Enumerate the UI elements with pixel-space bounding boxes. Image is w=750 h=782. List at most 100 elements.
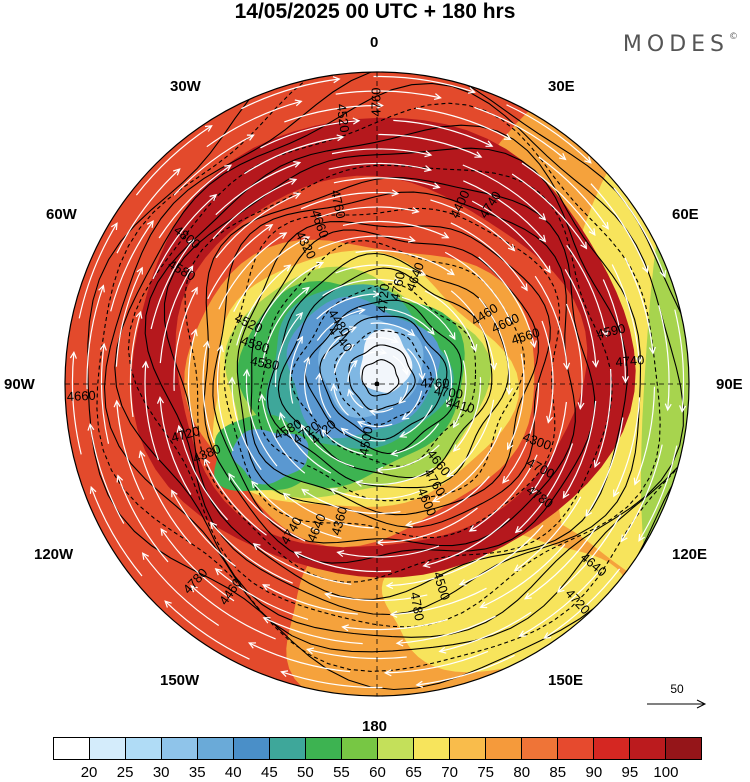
streamline-arrowhead: [246, 134, 255, 141]
streamline: [342, 220, 449, 239]
streamline: [565, 303, 583, 409]
streamline-arrowhead: [352, 117, 361, 125]
streamline-arrowhead: [422, 561, 431, 568]
streamline-arrowhead: [354, 479, 363, 487]
streamline: [478, 256, 536, 348]
streamline: [402, 390, 423, 420]
streamline-arrowhead: [176, 424, 184, 433]
streamline-arrowhead: [203, 457, 211, 466]
streamline: [228, 473, 306, 542]
streamline: [423, 517, 510, 567]
streamline: [453, 360, 467, 428]
streamline-arrowhead: [538, 213, 547, 221]
streamline: [318, 235, 415, 250]
streamline-arrowhead: [209, 193, 218, 202]
colorbar-swatch: [198, 738, 234, 759]
streamline-arrowhead: [538, 234, 547, 243]
streamline: [424, 346, 438, 391]
streamline: [164, 600, 250, 660]
colorbar-swatch: [630, 738, 666, 759]
streamline: [407, 348, 423, 380]
streamline: [378, 133, 482, 158]
streamline-arrowhead: [279, 232, 288, 240]
streamline-arrowhead: [543, 265, 551, 274]
contour-line: [304, 299, 463, 455]
colorbar-tick-label: 50: [297, 764, 314, 781]
contour-label: 4760: [387, 270, 408, 301]
streamline: [89, 424, 125, 524]
streamline: [611, 264, 640, 364]
contour-line: [266, 252, 510, 489]
contour-label: 4740: [615, 352, 645, 369]
streamline-arrowhead: [376, 101, 384, 109]
streamline-arrowhead: [424, 165, 433, 172]
colorbar-swatch: [594, 738, 630, 759]
colorbar-swatch: [666, 738, 701, 759]
streamline: [444, 251, 512, 323]
streamline: [135, 125, 213, 196]
streamline-arrowhead: [302, 286, 310, 294]
streamline: [590, 183, 648, 273]
contour-line: [277, 267, 493, 479]
streamline: [391, 423, 440, 455]
contour-label: 4520: [334, 103, 353, 134]
streamline-arrowhead: [664, 403, 672, 412]
streamline-arrowhead: [173, 168, 181, 176]
streamline-arrowhead: [593, 460, 601, 469]
streamline-arrowhead: [513, 564, 522, 572]
streamline-arrowhead: [209, 521, 218, 530]
streamline-arrowhead: [458, 579, 467, 586]
streamline: [263, 617, 363, 645]
streamline-arrowhead: [523, 592, 532, 600]
streamline: [190, 585, 276, 640]
streamline-arrowhead: [507, 243, 516, 252]
streamline-arrowhead: [265, 224, 274, 231]
streamline-arrowhead: [502, 475, 510, 484]
streamline: [562, 400, 597, 499]
streamline: [430, 199, 515, 251]
lon-label-90e: 90E: [716, 376, 743, 393]
streamline: [86, 285, 104, 390]
streamline-arrowhead: [503, 133, 512, 141]
streamline: [459, 524, 544, 586]
streamline: [254, 262, 324, 337]
streamline: [638, 445, 678, 542]
contour-line: [319, 315, 448, 441]
streamline: [333, 384, 349, 416]
streamline: [363, 336, 399, 343]
streamline: [594, 368, 612, 468]
colorbar-swatch: [414, 738, 450, 759]
streamline: [159, 397, 192, 495]
streamline-arrowhead: [613, 489, 620, 498]
streamline-arrowhead: [601, 329, 609, 338]
lon-label-30e: 30E: [548, 78, 575, 95]
streamline-arrowhead: [389, 610, 398, 618]
streamline-arrowhead: [514, 525, 523, 534]
streamline-arrowhead: [398, 396, 406, 405]
streamline-arrowhead: [300, 423, 308, 432]
streamline-arrowhead: [415, 680, 424, 688]
streamline: [373, 75, 475, 93]
colorbar-tick-label: 30: [152, 764, 170, 781]
contour-label: 4500: [356, 425, 376, 456]
streamline-arrowhead: [191, 286, 198, 295]
streamline-arrowhead: [296, 335, 304, 344]
map-title: 14/05/2025 00 UTC + 180 hrs: [234, 0, 516, 23]
streamline: [325, 593, 428, 602]
streamline-arrowhead: [346, 344, 355, 351]
colorbar-swatch: [342, 738, 378, 759]
streamline-arrowhead: [530, 486, 538, 495]
streamline: [534, 275, 568, 369]
streamline-arrowhead: [391, 189, 400, 197]
streamline-arrowhead: [505, 387, 514, 396]
streamline: [78, 222, 118, 319]
streamline-arrowhead: [283, 264, 292, 272]
streamline-arrowhead: [679, 405, 687, 414]
streamline: [173, 134, 254, 196]
lon-label-30w: 30W: [170, 78, 201, 95]
streamline-arrowhead: [357, 307, 366, 315]
streamline: [480, 543, 566, 608]
streamline-arrowhead: [295, 312, 304, 320]
streamline: [471, 200, 551, 273]
streamline-arrowhead: [329, 488, 338, 495]
